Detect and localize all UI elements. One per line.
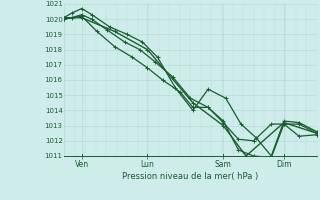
X-axis label: Pression niveau de la mer( hPa ): Pression niveau de la mer( hPa )	[122, 172, 259, 181]
